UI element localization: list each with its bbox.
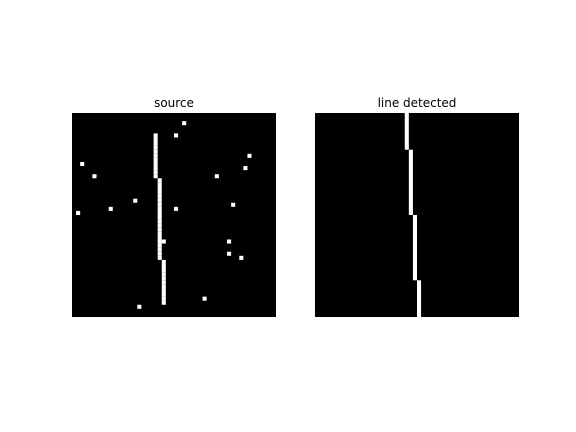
lit-pixel [157,239,162,244]
lit-pixel [153,145,158,150]
lit-pixel [153,153,158,158]
lit-pixel [133,198,138,203]
lit-pixel [174,133,179,138]
source-image-panel [72,113,276,317]
lit-pixel [157,182,162,187]
lit-pixel [161,296,166,301]
image-background [72,113,276,317]
lit-pixel [214,174,219,179]
lit-pixel [153,137,158,142]
lit-pixel [157,235,162,240]
source-title: source [154,96,194,110]
lit-pixel [157,186,162,191]
lit-pixel [161,259,166,264]
lit-pixel [157,231,162,236]
detected-line-segment [417,280,422,317]
lit-pixel [153,149,158,154]
lit-pixel [153,174,158,179]
lit-pixel [153,133,158,138]
lit-pixel [161,268,166,273]
lit-pixel [227,251,232,256]
detected-line-segment [408,149,413,215]
line-detected-title: line detected [377,96,457,110]
detected-line-segment [404,113,409,150]
lit-pixel [231,202,236,207]
lit-pixel [153,161,158,167]
lit-pixel [157,194,162,199]
lit-pixel [157,210,162,215]
lit-pixel [76,210,81,215]
lit-pixel [157,251,162,256]
lit-pixel [161,280,166,285]
lit-pixel [157,215,162,220]
line-detected-image-panel [315,113,519,317]
lit-pixel [157,190,162,195]
lit-pixel [157,223,162,228]
lit-pixel [202,296,207,301]
lit-pixel [157,202,162,207]
lit-pixel [80,161,85,167]
lit-pixel [92,174,97,179]
lit-pixel [243,166,248,171]
lit-pixel [153,141,158,146]
lit-pixel [247,153,252,158]
lit-pixel [157,247,162,252]
lit-pixel [161,284,166,289]
lit-pixel [182,121,187,126]
lit-pixel [157,255,162,260]
lit-pixel [108,206,113,211]
lit-pixel [227,239,232,244]
lit-pixel [161,276,166,281]
lit-pixel [153,166,158,171]
lit-pixel [137,304,142,309]
lit-pixel [157,227,162,232]
lit-pixel [161,288,166,293]
lit-pixel [157,206,162,211]
detected-line-segment [412,215,417,281]
lit-pixel [161,263,166,269]
lit-pixel [157,219,162,224]
lit-pixel [157,198,162,203]
lit-pixel [239,255,244,260]
lit-pixel [161,272,166,277]
lit-pixel [153,170,158,175]
lit-pixel [153,157,158,162]
lit-pixel [161,292,166,297]
lit-pixel [157,178,162,183]
lit-pixel [161,239,166,244]
lit-pixel [157,243,162,248]
lit-pixel [174,206,179,211]
lit-pixel [161,300,166,305]
